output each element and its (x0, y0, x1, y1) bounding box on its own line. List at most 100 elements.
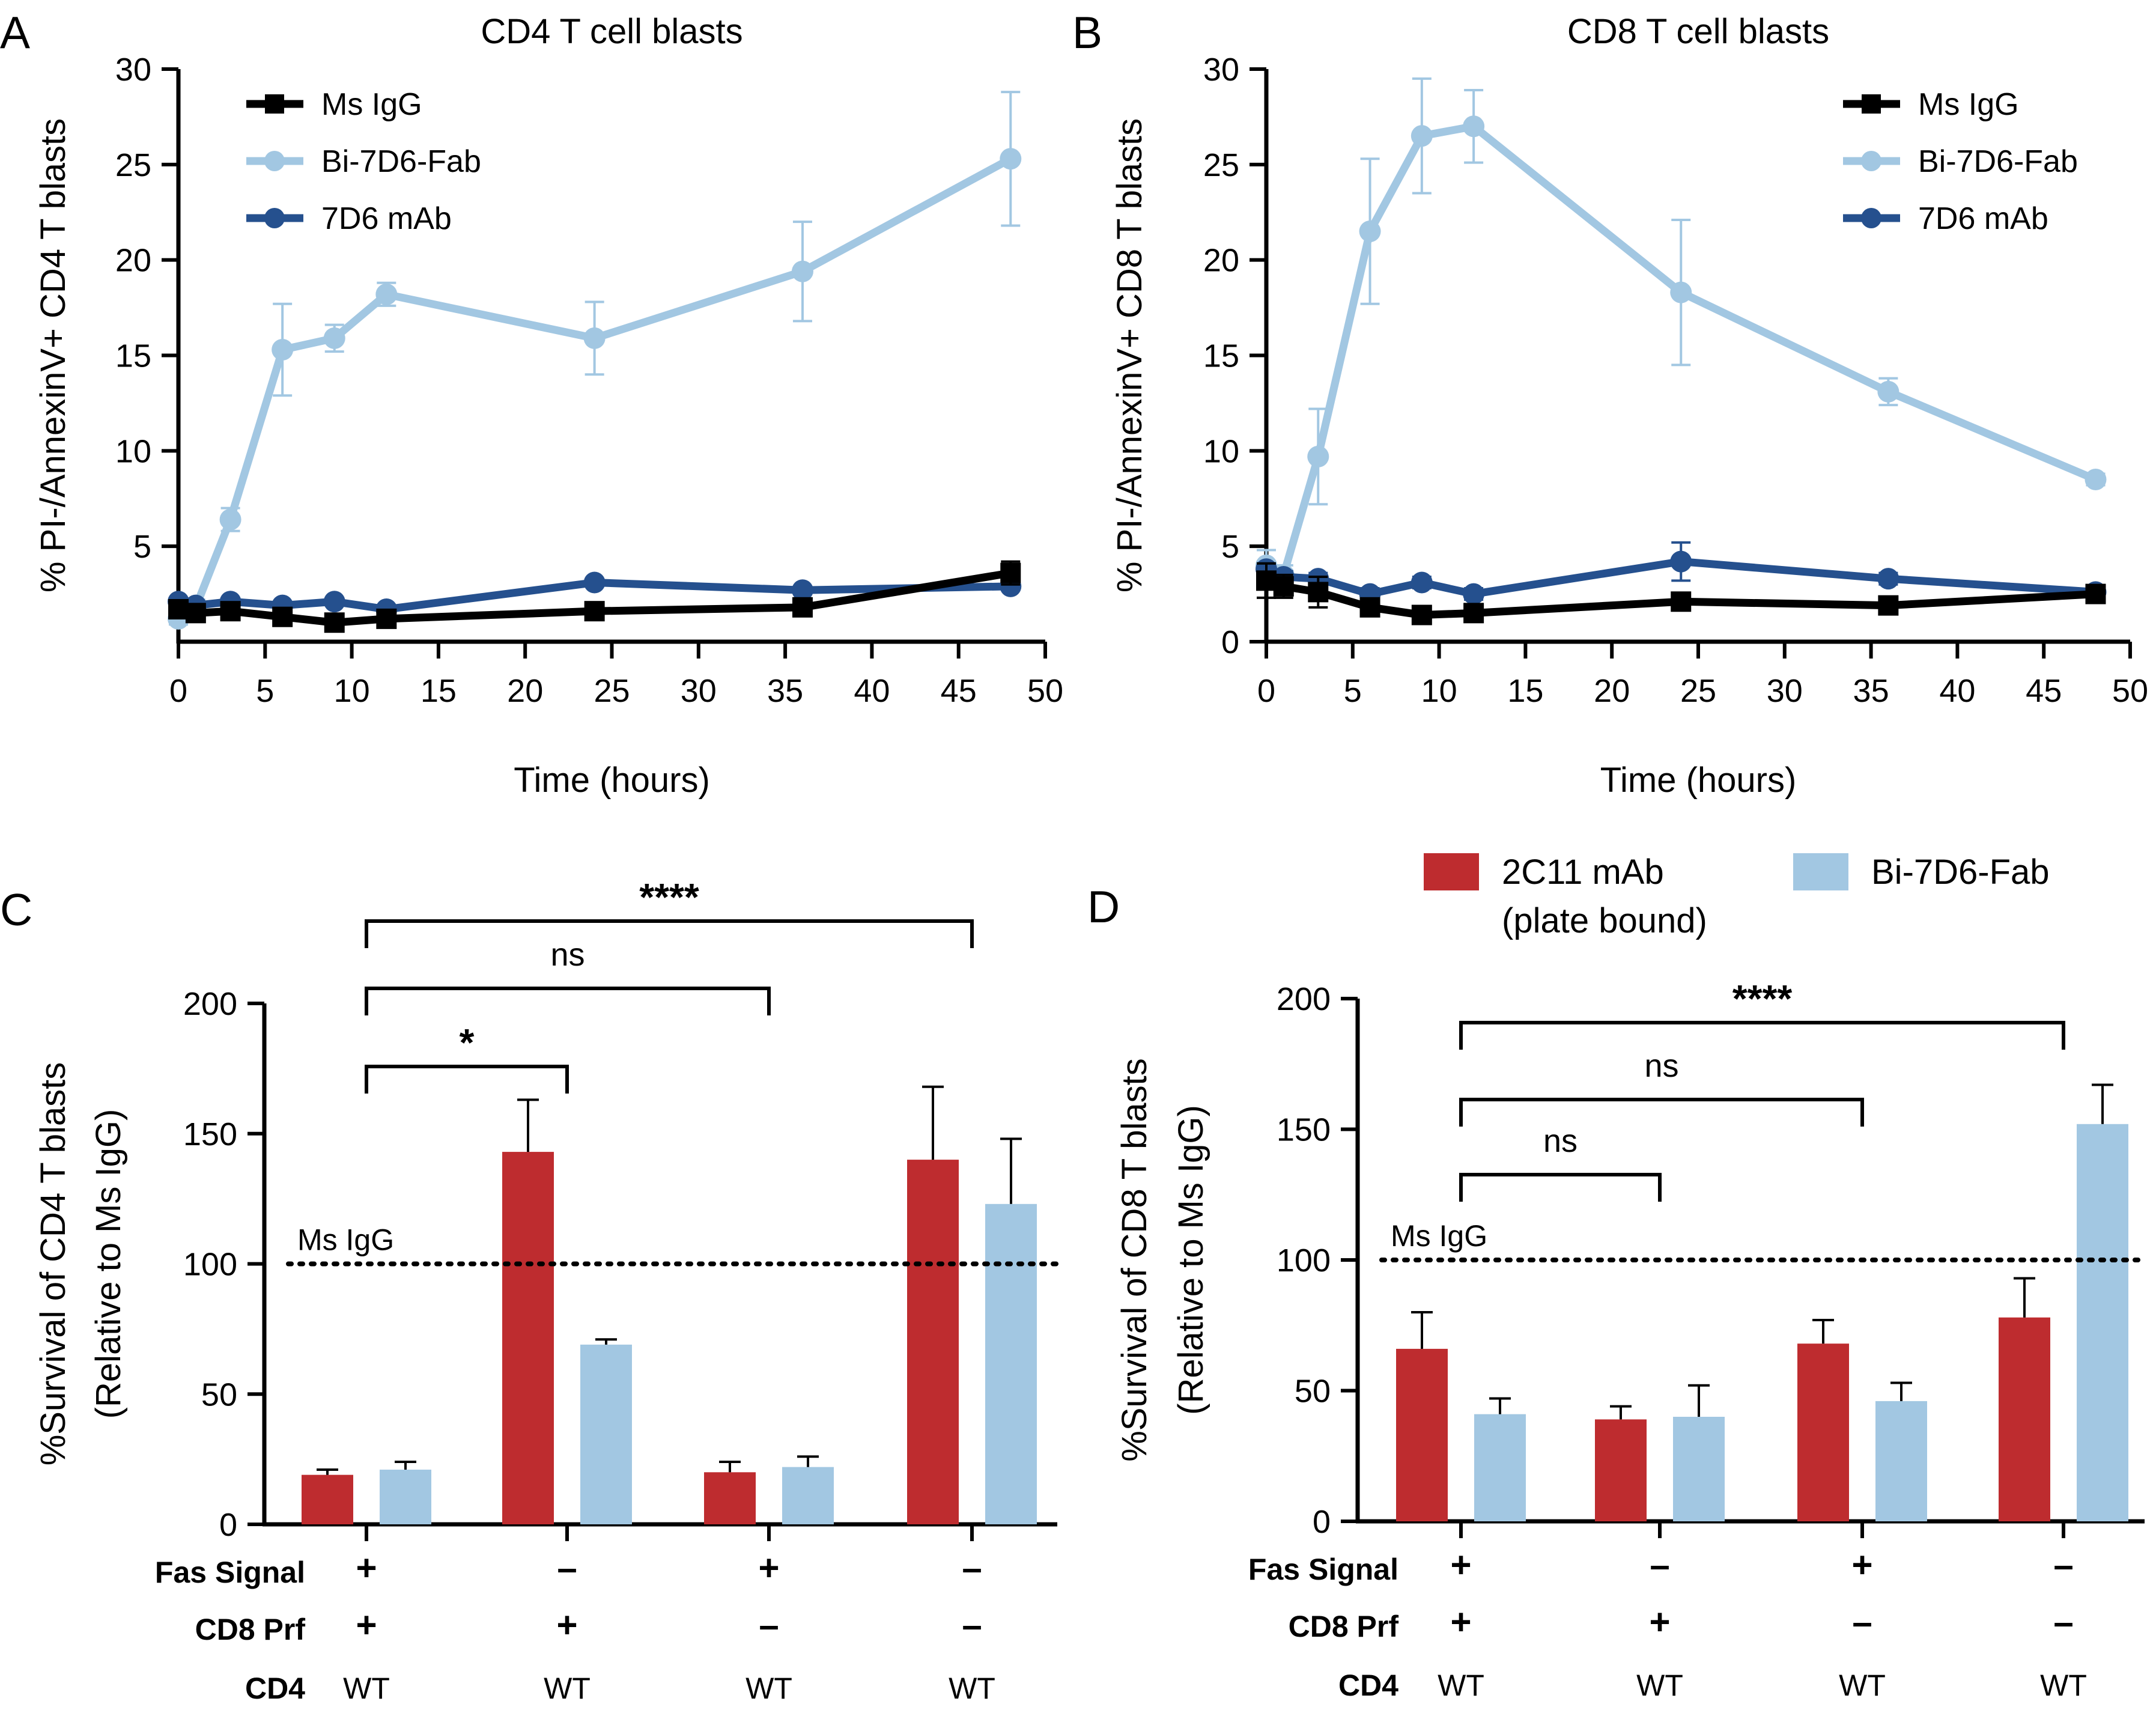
x-axis-label: Time (hours) (514, 761, 710, 800)
y-tick-label: 20 (1203, 243, 1239, 279)
data-point (375, 283, 398, 305)
panel-letter: A (0, 7, 30, 58)
significance-bracket: ns (1459, 1123, 1662, 1202)
legend-marker (1862, 94, 1881, 114)
legend-marker (1861, 208, 1881, 228)
bar (782, 1467, 834, 1524)
x-tick-label: 40 (854, 673, 890, 709)
y-axis-label: %Survival of CD8 T blasts (1115, 1058, 1154, 1462)
bar (1797, 1343, 1849, 1521)
data-point (583, 327, 606, 349)
data-point (272, 338, 294, 361)
legend-marker (265, 94, 284, 114)
data-point (1670, 281, 1692, 303)
bracket-line (1459, 1173, 1662, 1202)
significance-label: ns (1644, 1048, 1678, 1084)
data-point (1463, 583, 1485, 605)
cd4-genotype: WT (544, 1672, 591, 1705)
data-point (1411, 125, 1433, 147)
data-point (1256, 570, 1277, 591)
cd8-prf-symbol: – (1852, 1602, 1872, 1642)
significance-bracket: * (365, 1021, 569, 1094)
significance-label: ns (550, 937, 585, 973)
bracket-line (365, 919, 974, 948)
cd8-prf-symbol: – (759, 1605, 779, 1645)
condition-label: CD8 Prf (1289, 1610, 1399, 1643)
y-tick-label: 150 (1277, 1112, 1331, 1148)
legend-label-sub: (plate bound) (1502, 901, 1707, 940)
cd4-genotype: WT (949, 1672, 995, 1705)
condition-label: Fas Signal (155, 1556, 305, 1589)
significance-bracket: **** (365, 875, 974, 948)
x-tick-label: 30 (681, 673, 717, 709)
data-point (791, 260, 813, 282)
cd4-genotype: WT (1636, 1669, 1683, 1702)
data-point (1671, 591, 1692, 612)
y-axis-label: %Survival of CD4 T blasts (34, 1062, 73, 1466)
y-tick-label: 200 (1277, 981, 1331, 1017)
x-tick-label: 10 (334, 673, 370, 709)
data-point (1307, 445, 1329, 467)
bar (1595, 1419, 1647, 1521)
panel-d: D 0 50 100 150 200 %Survival of CD8 T blasts (R… (1087, 881, 2147, 1702)
legend-swatch (1424, 853, 1479, 890)
bar (1673, 1417, 1725, 1521)
significance-label: * (460, 1021, 475, 1064)
panel-a: A CD4 T cell blasts 0 5 10 15 20 25 30 35 40 45 50 5 1… (0, 7, 1063, 800)
y-tick-label: 5 (133, 529, 151, 565)
legend-entry: 7D6 mAb (246, 201, 452, 236)
y-axis-label: % PI-/AnnexinV+ CD4 T blasts (34, 118, 73, 592)
x-tick-label: 5 (1344, 673, 1362, 709)
legend-entry: Ms IgG (1843, 87, 2019, 122)
y-tick-label: 50 (201, 1377, 237, 1413)
significance-label: **** (639, 875, 699, 919)
legend-entry: Bi-7D6-Fab (1843, 144, 2078, 179)
data-point (2085, 583, 2106, 604)
x-tick-label: 35 (1853, 673, 1889, 709)
data-point (1308, 582, 1329, 603)
chart-title: CD8 T cell blasts (1567, 12, 1829, 51)
panel-letter: C (0, 884, 32, 935)
bracket-line (1459, 1021, 2065, 1050)
x-tick-label: 0 (1257, 673, 1275, 709)
x-tick-label: 35 (767, 673, 803, 709)
x-tick-label: 50 (1027, 673, 1063, 709)
panel-b: B CD8 T cell blasts 0 5 10 15 20 25 30 35 40 45 50 0 5… (1072, 7, 2148, 800)
data-point (1877, 568, 1899, 590)
data-point (1411, 604, 1432, 625)
cd4-genotype: WT (1839, 1669, 1886, 1702)
panel-letter: B (1072, 7, 1102, 58)
data-point (219, 508, 241, 531)
x-tick-label: 25 (1680, 673, 1716, 709)
legend-label: Bi-7D6-Fab (1918, 144, 2078, 179)
bar (302, 1474, 353, 1524)
bar (380, 1469, 431, 1524)
fas-signal-symbol: – (1650, 1545, 1669, 1585)
data-point (168, 598, 189, 619)
fas-signal-symbol: + (356, 1548, 377, 1588)
data-point (1000, 148, 1022, 170)
data-point (1877, 380, 1899, 403)
bar (1875, 1401, 1927, 1521)
bracket-line (365, 1065, 569, 1094)
cd4-genotype: WT (1438, 1669, 1484, 1702)
cd8-prf-symbol: + (356, 1605, 377, 1645)
fas-signal-symbol: – (557, 1548, 577, 1588)
bar (502, 1152, 554, 1524)
data-point (1359, 597, 1380, 618)
legend-label: Ms IgG (1918, 87, 2019, 122)
legend-entry: Ms IgG (246, 87, 422, 122)
y-tick-label: 0 (1313, 1504, 1331, 1540)
legend-entry: Bi-7D6-Fab (246, 144, 481, 179)
fas-signal-symbol: + (1851, 1545, 1872, 1585)
x-tick-label: 15 (421, 673, 457, 709)
y-tick-label: 20 (115, 243, 151, 279)
bracket-line (365, 987, 771, 1015)
condition-label: CD4 (245, 1672, 305, 1705)
reference-label: Ms IgG (1391, 1219, 1487, 1253)
cd8-prf-symbol: – (2053, 1602, 2073, 1642)
data-point (1411, 571, 1433, 594)
legend-label: Bi-7D6-Fab (1871, 853, 2050, 892)
cd4-genotype: WT (745, 1672, 792, 1705)
